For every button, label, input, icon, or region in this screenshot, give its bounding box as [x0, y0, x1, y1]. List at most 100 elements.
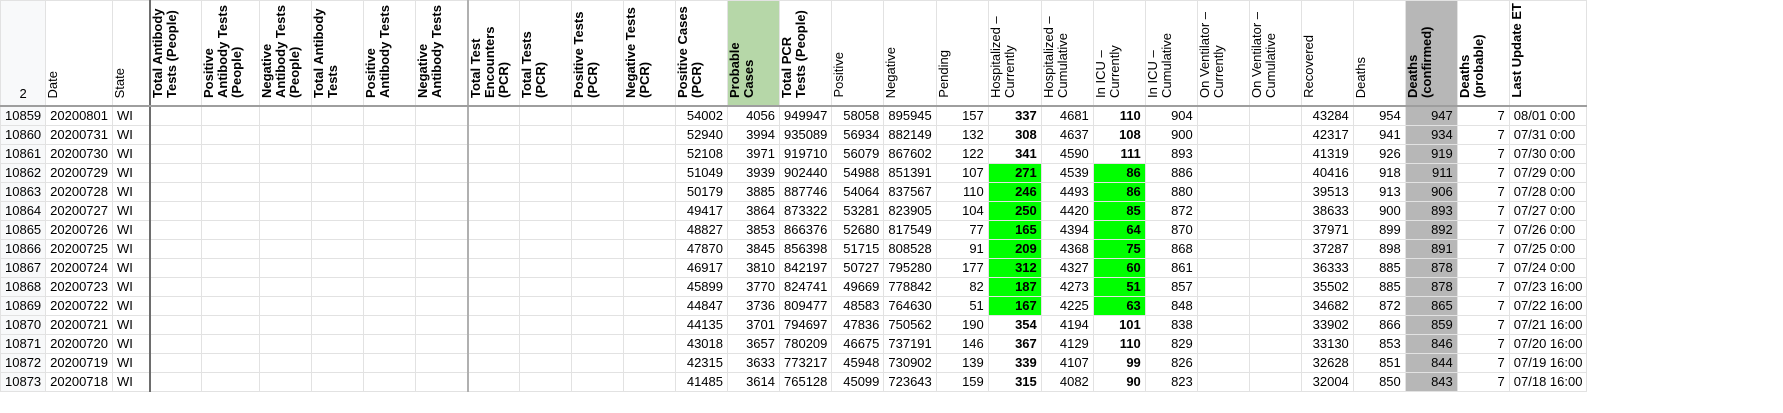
cell-pend[interactable]: 77 — [935, 220, 989, 240]
cell-tpp[interactable]: 902440 — [778, 163, 833, 183]
cell-pos[interactable]: 48583 — [831, 296, 885, 316]
cell-neg[interactable]: 778842 — [883, 277, 937, 297]
cell-tat[interactable] — [148, 105, 202, 126]
cell-ptp[interactable] — [571, 163, 624, 183]
column-header-hc[interactable]: Hospitalized – Currently — [987, 0, 1042, 107]
cell-rec[interactable]: 40416 — [1300, 163, 1354, 183]
cell-hc[interactable]: 167 — [987, 296, 1042, 316]
cell-ntp[interactable] — [623, 296, 676, 316]
cell-pcp[interactable]: 46917 — [675, 258, 728, 278]
cell-hcu[interactable]: 4681 — [1040, 105, 1094, 126]
column-header-hcu[interactable]: Hospitalized – Cumulative — [1040, 0, 1094, 107]
cell-nat[interactable] — [259, 353, 312, 373]
row-number[interactable]: 10871 — [0, 334, 47, 354]
cell-vc[interactable] — [1196, 220, 1250, 240]
cell-pat2[interactable] — [363, 296, 416, 316]
cell-state[interactable]: WI — [112, 105, 150, 126]
cell-dth[interactable]: 885 — [1352, 277, 1406, 297]
cell-prob[interactable]: 3770 — [727, 277, 780, 297]
cell-pos[interactable]: 54988 — [831, 163, 885, 183]
cell-pcp[interactable]: 52108 — [675, 144, 728, 164]
cell-lu[interactable]: 07/19 16:00 — [1508, 353, 1588, 373]
cell-hcu[interactable]: 4082 — [1040, 372, 1094, 392]
cell-vcu[interactable] — [1248, 201, 1302, 221]
cell-icc[interactable]: 63 — [1092, 296, 1146, 316]
cell-prob[interactable]: 3614 — [727, 372, 780, 392]
cell-dth[interactable]: 941 — [1352, 125, 1406, 145]
column-header-dth[interactable]: Deaths — [1352, 0, 1406, 107]
cell-prob[interactable]: 3845 — [727, 239, 780, 259]
cell-hcu[interactable]: 4194 — [1040, 315, 1094, 335]
cell-dp[interactable]: 7 — [1456, 239, 1510, 259]
row-number[interactable]: 10861 — [0, 144, 47, 164]
cell-neg[interactable]: 723643 — [883, 372, 937, 392]
cell-rec[interactable]: 42317 — [1300, 125, 1354, 145]
cell-pcp[interactable]: 50179 — [675, 182, 728, 202]
cell-dp[interactable]: 7 — [1456, 182, 1510, 202]
cell-pos[interactable]: 49669 — [831, 277, 885, 297]
cell-lu[interactable]: 07/31 0:00 — [1508, 125, 1588, 145]
cell-icu[interactable]: 823 — [1144, 372, 1198, 392]
cell-pat[interactable] — [201, 334, 260, 354]
column-header-date[interactable]: Date — [45, 0, 113, 107]
row-number[interactable]: 10863 — [0, 182, 47, 202]
cell-ptp[interactable] — [571, 334, 624, 354]
cell-pat2[interactable] — [363, 125, 416, 145]
cell-tpp[interactable]: 949947 — [778, 105, 833, 126]
cell-dth[interactable]: 926 — [1352, 144, 1406, 164]
cell-dth[interactable]: 885 — [1352, 258, 1406, 278]
cell-dc[interactable]: 911 — [1404, 163, 1458, 183]
cell-dp[interactable]: 7 — [1456, 201, 1510, 221]
cell-ntp[interactable] — [623, 163, 676, 183]
cell-nat[interactable] — [259, 220, 312, 240]
cell-icc[interactable]: 64 — [1092, 220, 1146, 240]
cell-tpp[interactable]: 794697 — [778, 315, 833, 335]
cell-rec[interactable]: 34682 — [1300, 296, 1354, 316]
cell-dp[interactable]: 7 — [1456, 220, 1510, 240]
cell-prob[interactable]: 4056 — [727, 105, 780, 126]
cell-dc[interactable]: 893 — [1404, 201, 1458, 221]
cell-tte[interactable] — [466, 353, 520, 373]
cell-ntp[interactable] — [623, 353, 676, 373]
cell-ttp[interactable] — [519, 125, 572, 145]
cell-state[interactable]: WI — [112, 372, 150, 392]
cell-date[interactable]: 20200725 — [45, 239, 113, 259]
cell-pos[interactable]: 52680 — [831, 220, 885, 240]
cell-icu[interactable]: 886 — [1144, 163, 1198, 183]
cell-icc[interactable]: 86 — [1092, 182, 1146, 202]
cell-lu[interactable]: 07/22 16:00 — [1508, 296, 1588, 316]
cell-pat[interactable] — [201, 296, 260, 316]
cell-hcu[interactable]: 4637 — [1040, 125, 1094, 145]
cell-prob[interactable]: 3994 — [727, 125, 780, 145]
cell-vc[interactable] — [1196, 296, 1250, 316]
cell-pat[interactable] — [201, 315, 260, 335]
cell-pat2[interactable] — [363, 201, 416, 221]
cell-dth[interactable]: 898 — [1352, 239, 1406, 259]
cell-ntp[interactable] — [623, 125, 676, 145]
cell-neg[interactable]: 837567 — [883, 182, 937, 202]
cell-icc[interactable]: 86 — [1092, 163, 1146, 183]
row-number[interactable]: 10859 — [0, 105, 47, 126]
cell-vcu[interactable] — [1248, 163, 1302, 183]
cell-tat2[interactable] — [311, 239, 364, 259]
cell-ntp[interactable] — [623, 372, 676, 392]
cell-pend[interactable]: 82 — [935, 277, 989, 297]
cell-tat2[interactable] — [311, 105, 364, 126]
cell-vc[interactable] — [1196, 105, 1250, 126]
cell-state[interactable]: WI — [112, 277, 150, 297]
cell-dp[interactable]: 7 — [1456, 277, 1510, 297]
cell-tat2[interactable] — [311, 334, 364, 354]
cell-prob[interactable]: 3939 — [727, 163, 780, 183]
cell-vcu[interactable] — [1248, 144, 1302, 164]
cell-ptp[interactable] — [571, 144, 624, 164]
cell-icu[interactable]: 848 — [1144, 296, 1198, 316]
cell-hc[interactable]: 308 — [987, 125, 1042, 145]
column-header-nat2[interactable]: Negative Antibody Tests — [415, 0, 468, 107]
cell-hcu[interactable]: 4327 — [1040, 258, 1094, 278]
cell-pcp[interactable]: 42315 — [675, 353, 728, 373]
cell-nat[interactable] — [259, 296, 312, 316]
cell-nat[interactable] — [259, 163, 312, 183]
cell-date[interactable]: 20200801 — [45, 105, 113, 126]
cell-ttp[interactable] — [519, 315, 572, 335]
cell-nat2[interactable] — [415, 105, 468, 126]
